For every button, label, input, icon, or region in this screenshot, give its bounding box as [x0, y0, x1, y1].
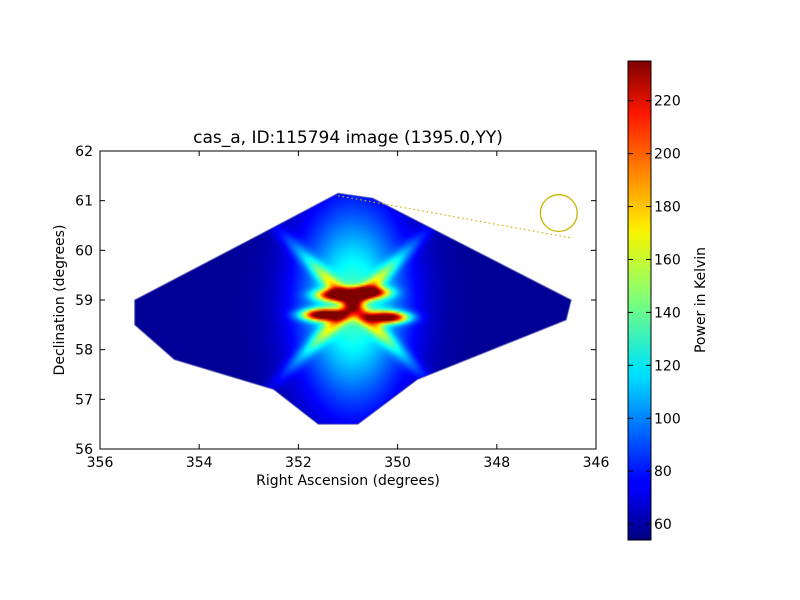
x-tick-label: 346: [583, 455, 610, 471]
colorbar-tick-label: 100: [654, 411, 681, 427]
colorbar-tick-label: 120: [654, 358, 681, 374]
x-tick-label: 348: [483, 455, 510, 471]
y-tick-label: 61: [75, 194, 93, 210]
plot-title: cas_a, ID:115794 image (1395.0,YY): [193, 128, 503, 148]
beam-circle: [539, 194, 578, 233]
beam-leader-line: [337, 195, 572, 239]
colorbar-label: Power in Kelvin: [693, 247, 709, 353]
x-axis: 356 354 352 350 348 346: [87, 151, 610, 471]
x-tick-label: 350: [384, 455, 411, 471]
y-tick-label: 59: [75, 293, 93, 309]
y-axis-title: Declination (degrees): [52, 225, 68, 376]
colorbar-tick-label: 220: [654, 94, 681, 110]
x-axis-title: Right Ascension (degrees): [256, 473, 440, 489]
x-tick-label: 354: [186, 455, 213, 471]
x-tick-label: 352: [285, 455, 312, 471]
y-tick-label: 60: [75, 243, 93, 259]
colorbar-tick-label: 200: [654, 147, 681, 163]
footprint-edge: [134, 192, 572, 425]
y-axis: 62 61 60 59 58 57 56: [75, 144, 596, 458]
colorbar: [627, 60, 652, 541]
colorbar-tick-label: 160: [654, 252, 681, 268]
y-tick-label: 58: [75, 343, 93, 359]
y-tick-label: 62: [75, 144, 93, 160]
y-tick-label: 56: [75, 442, 93, 458]
y-tick-label: 57: [75, 392, 93, 408]
colorbar-ticks: 60 80 100 120 140 160 180 200 220: [628, 94, 681, 533]
colorbar-tick-label: 80: [654, 464, 672, 480]
colorbar-tick-label: 140: [654, 305, 681, 321]
x-tick-label: 356: [87, 455, 114, 471]
colorbar-tick-label: 180: [654, 200, 681, 216]
colorbar-tick-label: 60: [654, 517, 672, 533]
